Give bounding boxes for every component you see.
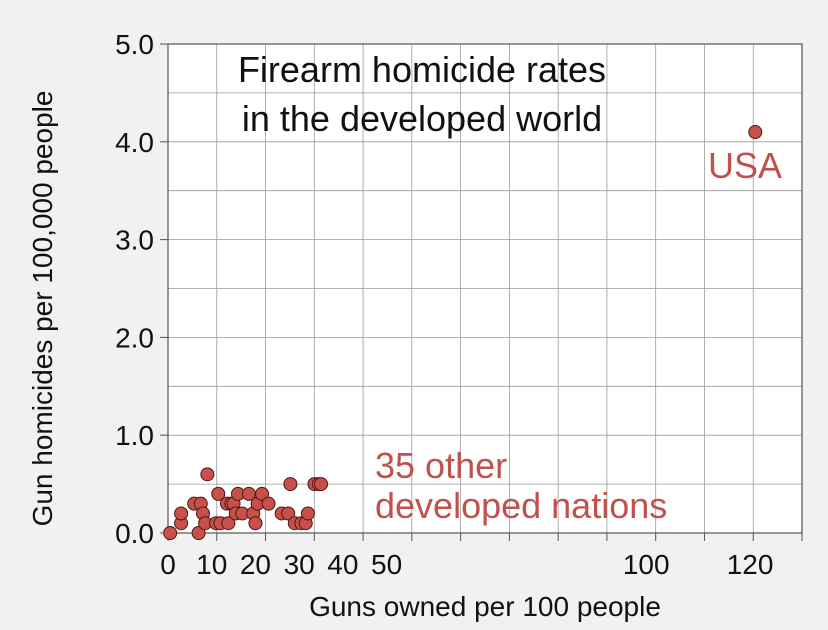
chart-title-line-1: Firearm homicide rates (238, 49, 606, 90)
data-point (254, 486, 269, 501)
x-tick-label: 50 (371, 549, 402, 580)
x-tick-label: 10 (196, 549, 227, 580)
x-tick-label: 30 (284, 549, 315, 580)
data-point (314, 477, 329, 492)
x-tick-label: 100 (623, 549, 670, 580)
data-point (261, 496, 276, 511)
data-point (211, 486, 226, 501)
axes (160, 43, 803, 541)
data-point (221, 516, 236, 531)
data-point (200, 467, 215, 482)
x-tick-label: 0 (160, 549, 176, 580)
y-tick-label: 3.0 (115, 225, 154, 256)
data-point (281, 506, 296, 521)
y-tick-label: 4.0 (115, 127, 154, 158)
x-tick-label: 120 (727, 549, 774, 580)
data-point (191, 526, 206, 540)
chart-title-line-2: in the developed world (242, 98, 602, 139)
data-points (163, 125, 763, 540)
usa-annotation: USA (708, 145, 782, 186)
plot-border (167, 43, 803, 534)
x-tick-label: 20 (240, 549, 271, 580)
y-tick-label: 5.0 (115, 29, 154, 60)
y-tick-label: 0.0 (115, 518, 154, 549)
data-point-usa (748, 125, 763, 140)
others-annotation-line-2: developed nations (375, 485, 667, 526)
tick-labels: 0.0 1.0 2.0 3.0 4.0 5.0 0 10 20 30 40 50 100 120 (115, 29, 773, 580)
others-annotation-line-1: 35 other (375, 445, 507, 486)
data-point (248, 516, 263, 531)
data-point (300, 506, 315, 521)
data-point (283, 477, 298, 492)
data-point (163, 526, 178, 540)
y-axis-label: Gun homicides per 100,000 people (27, 91, 58, 527)
y-tick-label: 1.0 (115, 420, 154, 451)
y-tick-label: 2.0 (115, 322, 154, 353)
x-axis-label: Guns owned per 100 people (309, 591, 661, 622)
data-point (174, 506, 189, 521)
x-tick-label: 40 (327, 549, 358, 580)
